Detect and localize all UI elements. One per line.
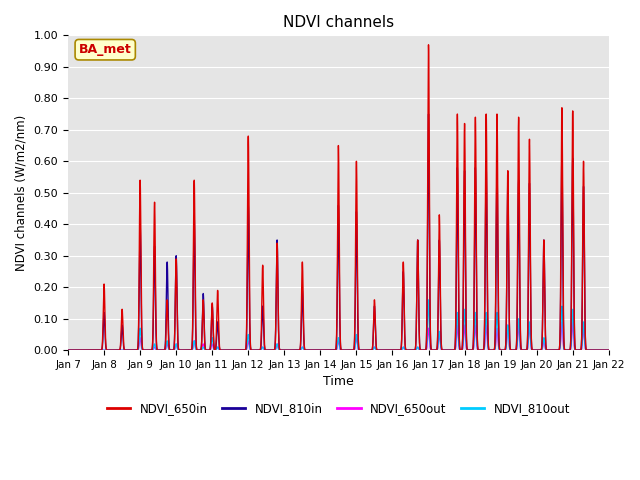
NDVI_810out <box>605 348 612 353</box>
NDVI_810in <box>391 348 399 353</box>
NDVI_650out <box>451 347 459 352</box>
NDVI_810out <box>199 345 207 350</box>
NDVI_650in <box>451 341 459 347</box>
NDVI_810in <box>570 265 577 271</box>
Line: NDVI_810in: NDVI_810in <box>68 114 609 350</box>
NDVI_650out <box>320 348 328 353</box>
NDVI_650in <box>412 347 419 352</box>
NDVI_810out <box>570 330 577 336</box>
NDVI_810out <box>391 348 399 353</box>
NDVI_810out <box>451 346 459 352</box>
NDVI_810out <box>425 297 433 303</box>
NDVI_650in <box>391 348 399 353</box>
NDVI_810in <box>412 347 419 352</box>
NDVI_810in <box>199 298 207 304</box>
NDVI_810in <box>451 342 459 348</box>
NDVI_650out <box>570 335 577 341</box>
Line: NDVI_650in: NDVI_650in <box>68 45 609 350</box>
NDVI_810in <box>425 111 433 117</box>
NDVI_810in <box>320 348 328 353</box>
X-axis label: Time: Time <box>323 375 354 388</box>
NDVI_810out <box>320 348 328 353</box>
NDVI_650out <box>199 342 207 348</box>
NDVI_650in <box>199 304 207 310</box>
NDVI_810in <box>605 348 612 353</box>
NDVI_650in <box>570 245 577 251</box>
NDVI_810out <box>64 348 72 353</box>
Title: NDVI channels: NDVI channels <box>283 15 394 30</box>
NDVI_650out <box>558 319 566 325</box>
Line: NDVI_810out: NDVI_810out <box>68 300 609 350</box>
Y-axis label: NDVI channels (W/m2/nm): NDVI channels (W/m2/nm) <box>15 115 28 271</box>
Legend: NDVI_650in, NDVI_810in, NDVI_650out, NDVI_810out: NDVI_650in, NDVI_810in, NDVI_650out, NDV… <box>102 397 575 420</box>
NDVI_650out <box>64 348 72 353</box>
NDVI_650out <box>605 348 612 353</box>
NDVI_650in <box>64 348 72 353</box>
Line: NDVI_650out: NDVI_650out <box>68 322 609 350</box>
NDVI_650in <box>320 348 328 353</box>
NDVI_810in <box>64 348 72 353</box>
NDVI_650in <box>425 42 433 48</box>
NDVI_650in <box>605 348 612 353</box>
Text: BA_met: BA_met <box>79 43 132 56</box>
NDVI_810out <box>412 348 419 353</box>
NDVI_650out <box>391 348 399 353</box>
NDVI_650out <box>412 348 419 353</box>
